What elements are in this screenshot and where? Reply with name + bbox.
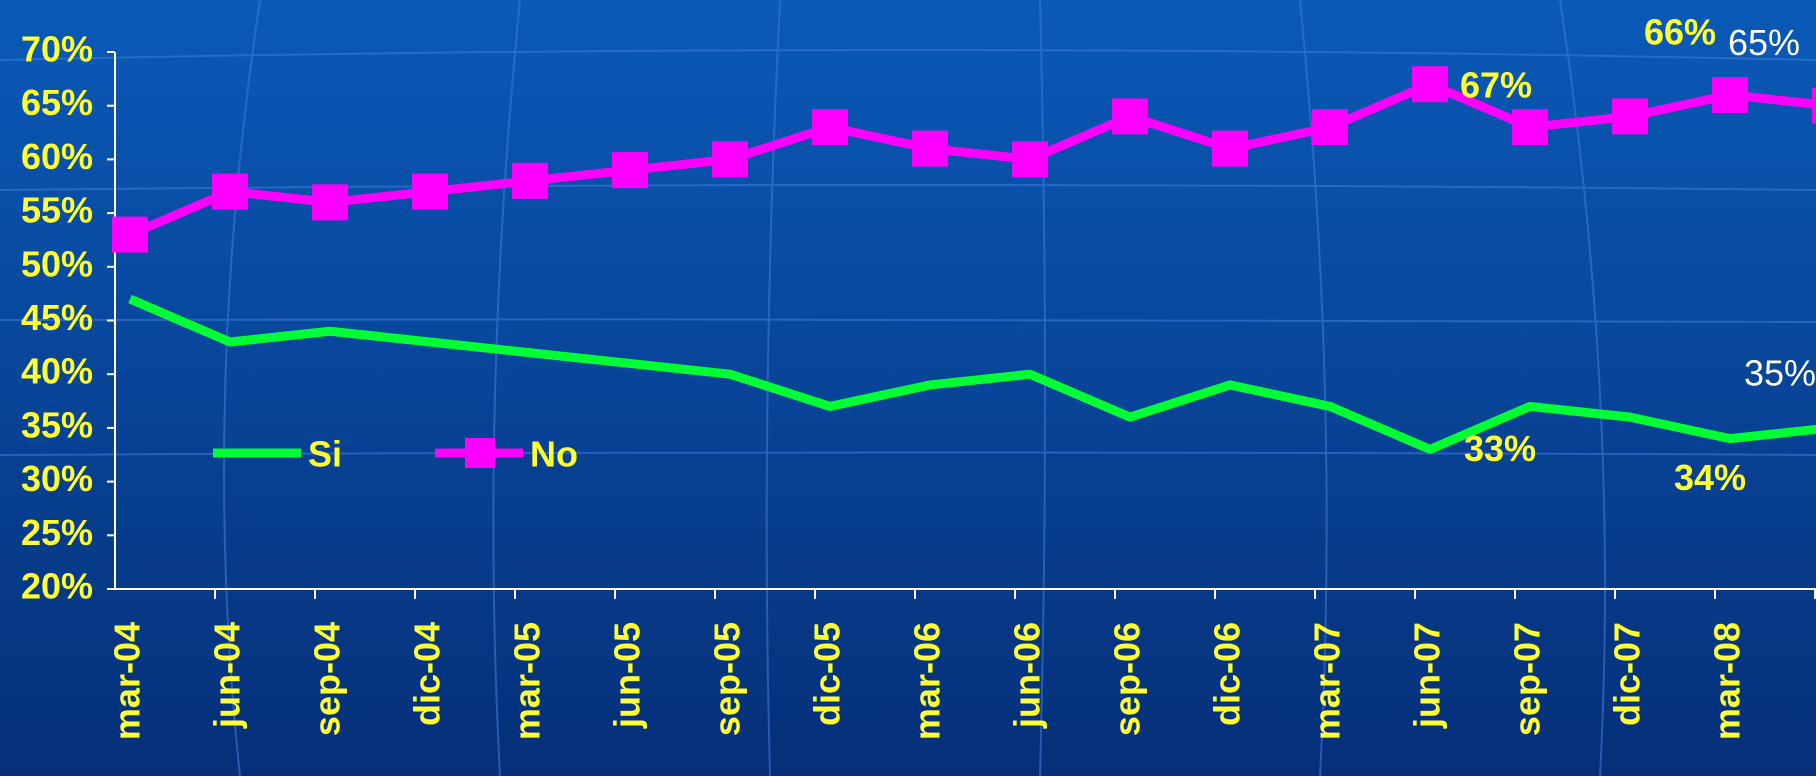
data-label: 34% xyxy=(1674,457,1746,498)
marker xyxy=(1212,130,1248,167)
marker xyxy=(512,162,548,199)
x-tick-label: sep-04 xyxy=(307,622,348,736)
x-tick-label: mar-04 xyxy=(107,622,148,740)
x-tick-label: sep-06 xyxy=(1107,622,1148,736)
x-tick-label: mar-06 xyxy=(907,622,948,740)
x-tick-label: sep-05 xyxy=(707,622,748,736)
marker xyxy=(112,216,148,253)
marker xyxy=(312,184,348,221)
marker xyxy=(1312,109,1348,146)
x-tick-label: mar-05 xyxy=(507,622,548,740)
legend-label: No xyxy=(530,434,578,475)
marker xyxy=(1612,98,1648,135)
marker xyxy=(412,173,448,210)
x-tick-label: jun-06 xyxy=(1007,622,1048,729)
marker xyxy=(1512,109,1548,146)
y-tick-label: 35% xyxy=(21,404,93,445)
y-tick-label: 40% xyxy=(21,351,93,392)
x-tick-label: dic-04 xyxy=(407,622,448,726)
y-tick-label: 45% xyxy=(21,297,93,338)
legend-marker xyxy=(465,438,495,468)
marker xyxy=(1712,76,1748,113)
series-line xyxy=(128,294,1816,454)
x-tick-label: mar-07 xyxy=(1307,622,1348,740)
y-tick-label: 30% xyxy=(21,458,93,499)
x-tick-label: dic-05 xyxy=(807,622,848,726)
data-label: 66% xyxy=(1644,11,1716,52)
x-tick-label: jun-04 xyxy=(207,622,248,729)
marker xyxy=(212,173,248,210)
x-tick-label: jun-07 xyxy=(1407,622,1448,729)
legend-label: Si xyxy=(308,434,342,475)
marker xyxy=(1012,141,1048,178)
x-tick-label: jun-05 xyxy=(607,622,648,729)
y-tick-label: 50% xyxy=(21,243,93,284)
marker xyxy=(1412,66,1448,103)
y-tick-label: 60% xyxy=(21,136,93,177)
marker xyxy=(812,109,848,146)
marker xyxy=(712,141,748,178)
y-tick-label: 55% xyxy=(21,190,93,231)
x-tick-label: mar-08 xyxy=(1707,622,1748,740)
y-tick-label: 70% xyxy=(21,29,93,70)
marker xyxy=(612,152,648,189)
marker xyxy=(1112,98,1148,135)
data-label: 33% xyxy=(1464,428,1536,469)
data-label: 67% xyxy=(1460,65,1532,106)
marker xyxy=(912,130,948,167)
data-label: 35% xyxy=(1744,352,1816,393)
y-tick-label: 20% xyxy=(21,566,93,607)
x-tick-label: dic-07 xyxy=(1607,622,1648,726)
y-tick-label: 25% xyxy=(21,512,93,553)
data-label: 65% xyxy=(1728,22,1800,63)
marker xyxy=(1812,87,1816,124)
x-tick-label: dic-06 xyxy=(1207,622,1248,726)
y-tick-label: 65% xyxy=(21,82,93,123)
x-tick-label: sep-07 xyxy=(1507,622,1548,736)
